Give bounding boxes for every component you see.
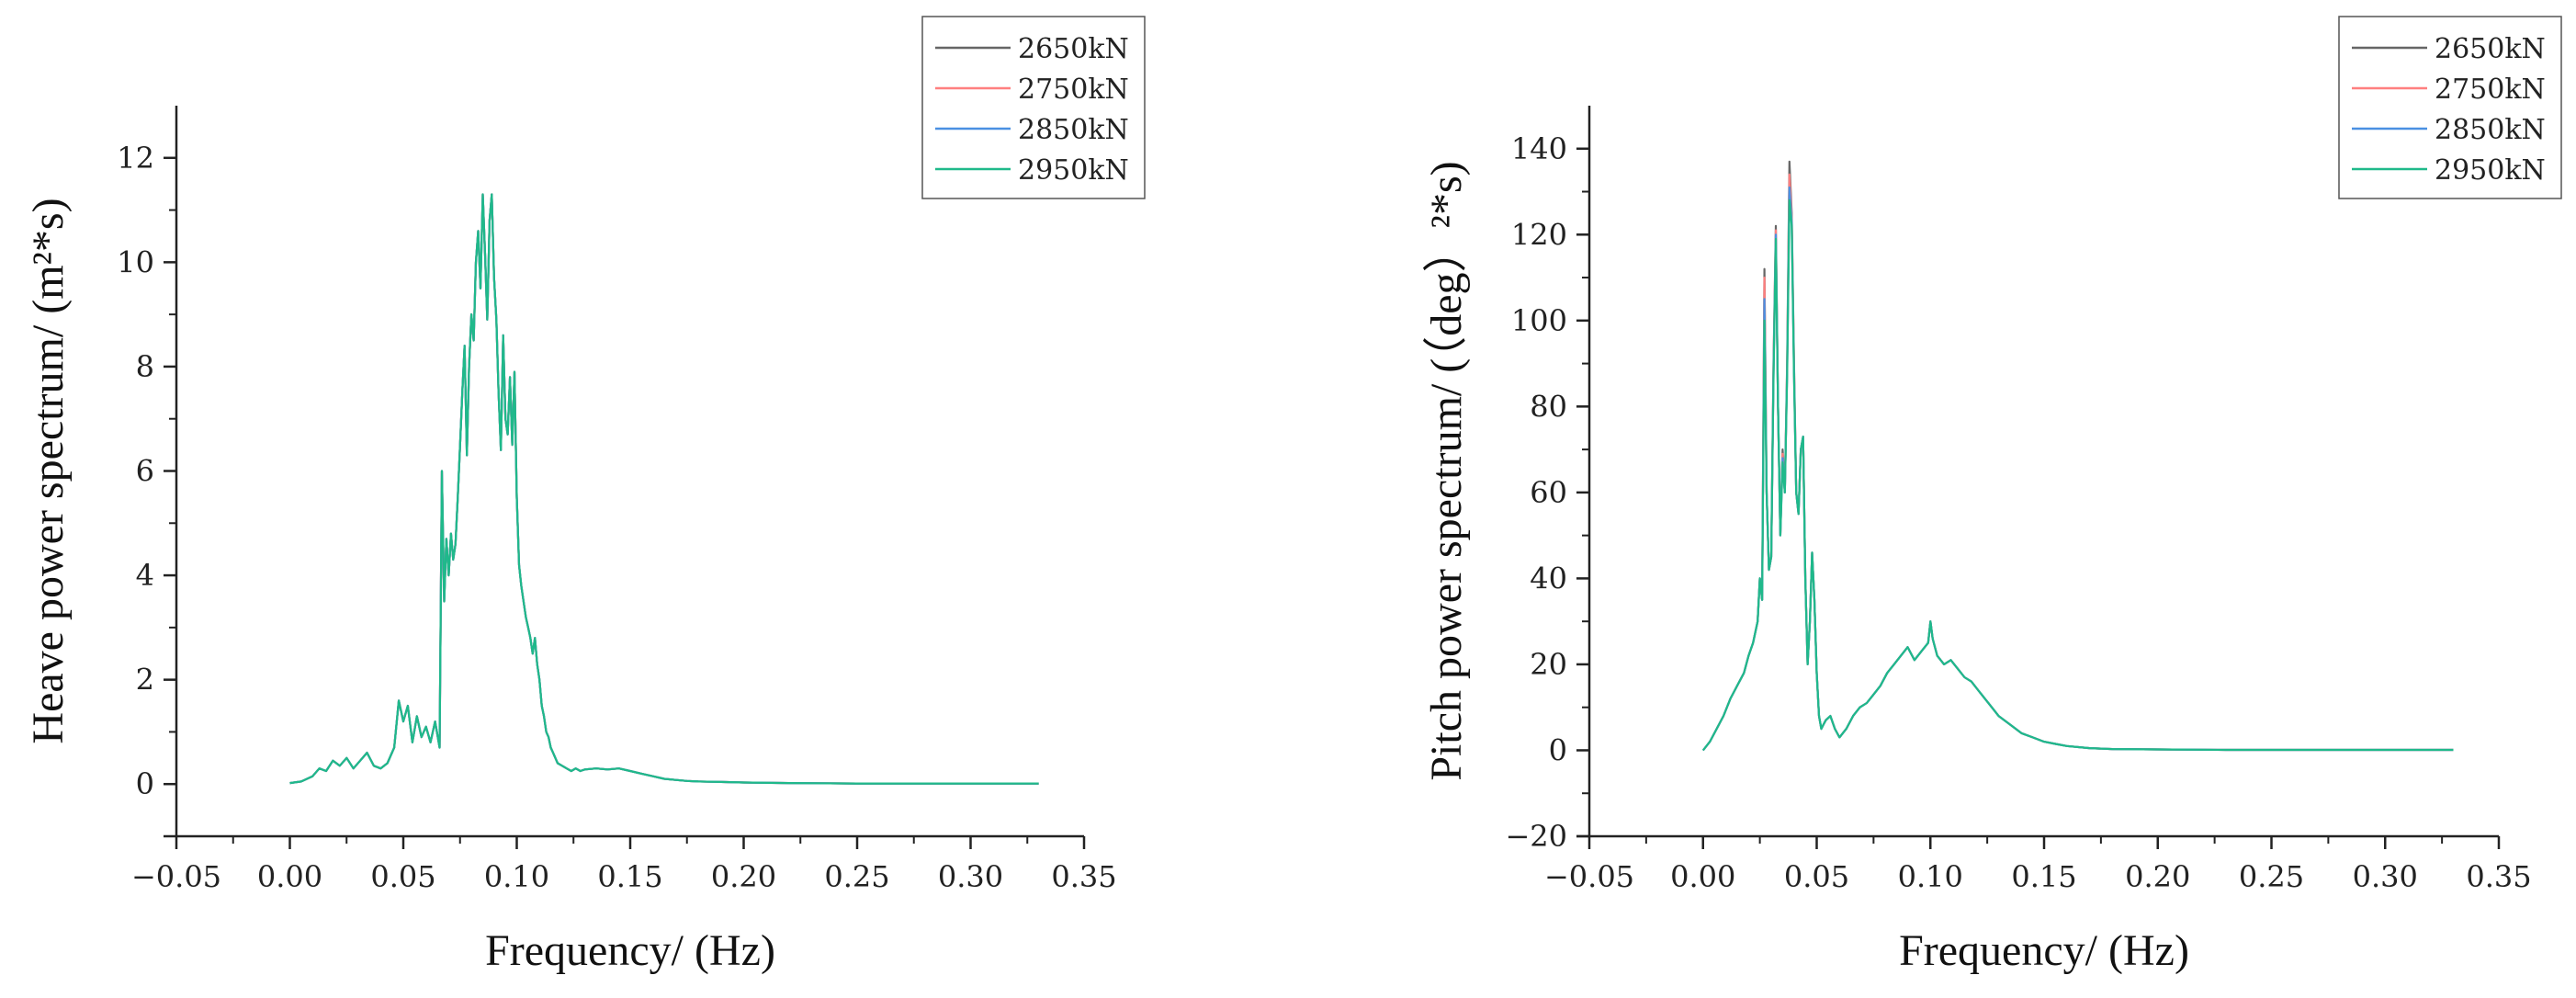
y-tick-label: 20	[1530, 647, 1567, 682]
x-tick-label: 0.30	[2353, 859, 2418, 894]
x-tick-label: −0.05	[131, 859, 221, 894]
legend: 2650kN 2750kN 2850kN 2950kN	[921, 16, 1146, 199]
y-tick-label: 8	[136, 349, 154, 384]
x-tick-label: 0.10	[484, 859, 549, 894]
legend-label: 2750kN	[2435, 74, 2546, 106]
legend: 2650kN 2750kN 2850kN 2950kN	[2338, 16, 2562, 199]
series-line-2950kN	[289, 193, 1039, 785]
legend-label: 2650kN	[1018, 33, 1129, 65]
x-tick-label: 0.15	[597, 859, 662, 894]
x-tick-label: 0.20	[2125, 859, 2190, 894]
y-tick-label: 0	[136, 766, 154, 801]
legend-label: 2750kN	[1018, 74, 1129, 106]
y-tick-label: 100	[1511, 303, 1567, 338]
series-line-2650kN	[289, 193, 1039, 785]
y-tick-label: 4	[136, 558, 154, 593]
x-tick-label: 0.05	[370, 859, 435, 894]
legend-label: 2950kN	[2435, 154, 2546, 187]
x-tick-label: 0.05	[1784, 859, 1849, 894]
heave-chart: −0.05 0.00 0.05 0.10 0.15 0.20 0.25 0.30 0.35 0 2 4…	[24, 16, 1146, 975]
y-tick-label: 120	[1511, 217, 1567, 252]
x-tick-label: 0.15	[2011, 859, 2076, 894]
x-tick-label: 0.20	[711, 859, 776, 894]
y-tick-label: 10	[117, 244, 154, 279]
legend-label: 2850kN	[1018, 114, 1129, 146]
x-tick-label: 0.00	[1670, 859, 1735, 894]
y-tick-label: 2	[136, 663, 154, 697]
x-tick-label: 0.00	[257, 859, 322, 894]
x-axis-title: Frequency/ (Hz)	[485, 926, 775, 975]
series-line-2750kN	[289, 193, 1039, 785]
legend-label: 2950kN	[1018, 154, 1129, 187]
series-line-2850kN	[289, 193, 1039, 785]
x-tick-label: 0.30	[938, 859, 1003, 894]
x-tick-label: 0.35	[2466, 859, 2531, 894]
y-axis-title: Heave power spectrum/ (m²*s)	[24, 198, 73, 743]
x-axis-title: Frequency/ (Hz)	[1899, 926, 2189, 975]
x-tick-label: 0.25	[2239, 859, 2304, 894]
y-axis-title: Pitch power spectrum/ (（deg）²*s)	[1422, 161, 1471, 780]
legend-label: 2650kN	[2435, 33, 2546, 65]
x-tick-label: 0.10	[1898, 859, 1963, 894]
legend-label: 2850kN	[2435, 114, 2546, 146]
y-tick-label: 140	[1511, 131, 1567, 166]
y-tick-label: 40	[1530, 561, 1567, 595]
y-tick-label: 0	[1549, 732, 1567, 767]
y-tick-label: 12	[117, 141, 154, 176]
series-line-2950kN	[1701, 198, 2454, 752]
y-tick-label: −20	[1505, 819, 1567, 854]
pitch-chart: −0.05 0.00 0.05 0.10 0.15 0.20 0.25 0.30 0.35 −20…	[1422, 16, 2562, 975]
y-tick-label: 6	[136, 454, 154, 489]
y-tick-label: 60	[1530, 475, 1567, 510]
y-tick-label: 80	[1530, 389, 1567, 424]
x-tick-label: −0.05	[1544, 859, 1634, 894]
x-tick-label: 0.25	[824, 859, 889, 894]
x-tick-label: 0.35	[1051, 859, 1116, 894]
